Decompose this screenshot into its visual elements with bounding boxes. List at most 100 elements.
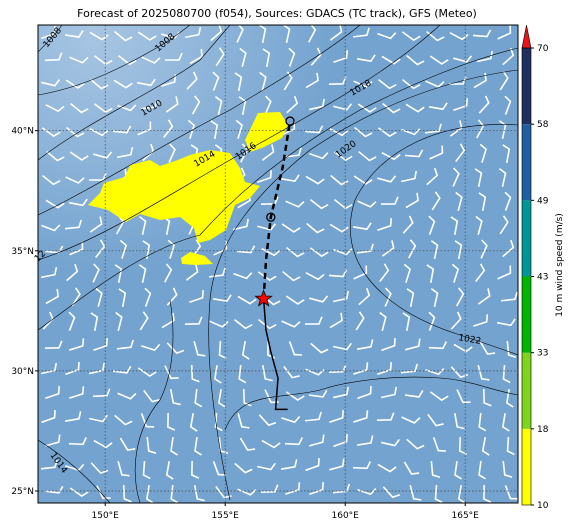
wind-barb — [401, 128, 421, 136]
wind-barb — [455, 287, 465, 307]
wind-barb — [401, 416, 421, 424]
wind-barb — [264, 95, 272, 115]
wind-barb — [305, 175, 325, 185]
wind-barb — [502, 144, 511, 164]
wind-barb — [257, 170, 272, 184]
wind-barb — [242, 388, 252, 407]
wind-barb — [384, 287, 392, 307]
wind-barb — [286, 95, 299, 114]
wind-barb — [404, 390, 424, 398]
wind-barb — [233, 272, 253, 280]
wind-barb — [309, 295, 329, 303]
wind-barb — [479, 341, 496, 355]
wind-barb — [189, 48, 203, 65]
wind-barb — [141, 343, 161, 352]
wind-barb — [96, 485, 111, 500]
wind-barb — [90, 78, 109, 90]
wind-barb — [353, 175, 373, 185]
wind-barb — [434, 484, 443, 503]
wind-barb — [89, 31, 109, 41]
wind-barb — [381, 152, 401, 161]
colorbar: 10 18 33 43 49 58 70 — [521, 24, 549, 511]
wind-barb — [358, 287, 371, 306]
wind-barb — [355, 311, 365, 331]
wind-barb — [380, 438, 400, 447]
wind-barb — [428, 341, 448, 350]
wind-barb — [406, 438, 425, 450]
wind-barb — [402, 79, 421, 90]
wind-barb — [305, 72, 319, 89]
wind-barb — [208, 267, 226, 278]
wind-barb — [214, 412, 223, 432]
map-title: Forecast of 2025080700 (f054), Sources: … — [77, 7, 477, 20]
colorbar-tick-label: 58 — [537, 120, 549, 130]
wind-barb — [137, 367, 157, 377]
wind-barb — [116, 339, 134, 350]
wind-barb — [234, 462, 253, 474]
wind-barb — [454, 240, 463, 260]
wind-barb — [474, 168, 483, 188]
wind-barb — [288, 47, 296, 67]
wind-barb — [453, 55, 473, 63]
wind-barb — [452, 167, 460, 187]
wind-barb — [377, 32, 397, 40]
wind-barb — [453, 343, 473, 353]
wind-barb — [69, 56, 89, 64]
wind-barb — [328, 364, 347, 374]
wind-barb — [497, 25, 512, 40]
wind-barb — [66, 263, 79, 282]
wind-barb — [376, 412, 395, 421]
wind-barb — [481, 436, 490, 456]
wind-barb — [45, 434, 61, 447]
wind-barb — [450, 216, 459, 236]
colorbar-label: 10 m wind speed (m/s) — [555, 213, 565, 317]
colorbar-segment — [522, 200, 531, 277]
wind-barb — [309, 482, 325, 496]
wind-barb — [504, 191, 512, 211]
wind-barb — [430, 288, 439, 308]
wind-barb — [261, 439, 281, 449]
wind-barb — [137, 31, 157, 41]
wind-barb — [164, 52, 183, 61]
wind-barb — [329, 25, 343, 41]
wind-barb — [258, 414, 277, 427]
wind-barb — [478, 192, 487, 212]
wind-barb — [483, 484, 492, 503]
wind-barb — [498, 120, 507, 140]
wind-barb — [454, 412, 465, 430]
wind-barb — [114, 30, 133, 42]
wind-barb — [262, 48, 271, 68]
wind-barb — [189, 290, 204, 304]
wind-barb — [426, 264, 435, 284]
wind-barb — [403, 263, 411, 283]
wind-barb — [354, 126, 373, 138]
colorbar-segment — [522, 124, 531, 201]
wind-barb — [240, 143, 249, 163]
wind-barb — [310, 47, 322, 66]
wind-barb — [283, 365, 300, 379]
wind-barb — [235, 119, 243, 139]
wind-barb — [377, 218, 393, 231]
wind-barb — [479, 143, 487, 163]
wind-barb — [70, 102, 89, 114]
wind-barb — [140, 413, 155, 428]
map-background — [38, 25, 518, 503]
wind-barb — [448, 76, 467, 85]
wind-barb — [352, 461, 372, 470]
track-line — [262, 120, 292, 299]
wind-barb — [478, 460, 486, 480]
forecast-point — [285, 116, 295, 126]
wind-barb — [409, 485, 422, 501]
wind-barb — [405, 192, 419, 209]
wind-barb — [164, 263, 173, 283]
wind-barb — [258, 25, 267, 44]
wind-barb — [232, 218, 249, 231]
wind-barb — [40, 362, 58, 375]
high-wind-areas — [88, 112, 288, 265]
wind-barb — [42, 175, 61, 186]
wind-barb — [140, 99, 159, 110]
wind-barb — [457, 484, 466, 503]
wind-barb — [498, 168, 507, 188]
wind-barb — [71, 287, 81, 307]
wind-barb — [145, 484, 154, 503]
